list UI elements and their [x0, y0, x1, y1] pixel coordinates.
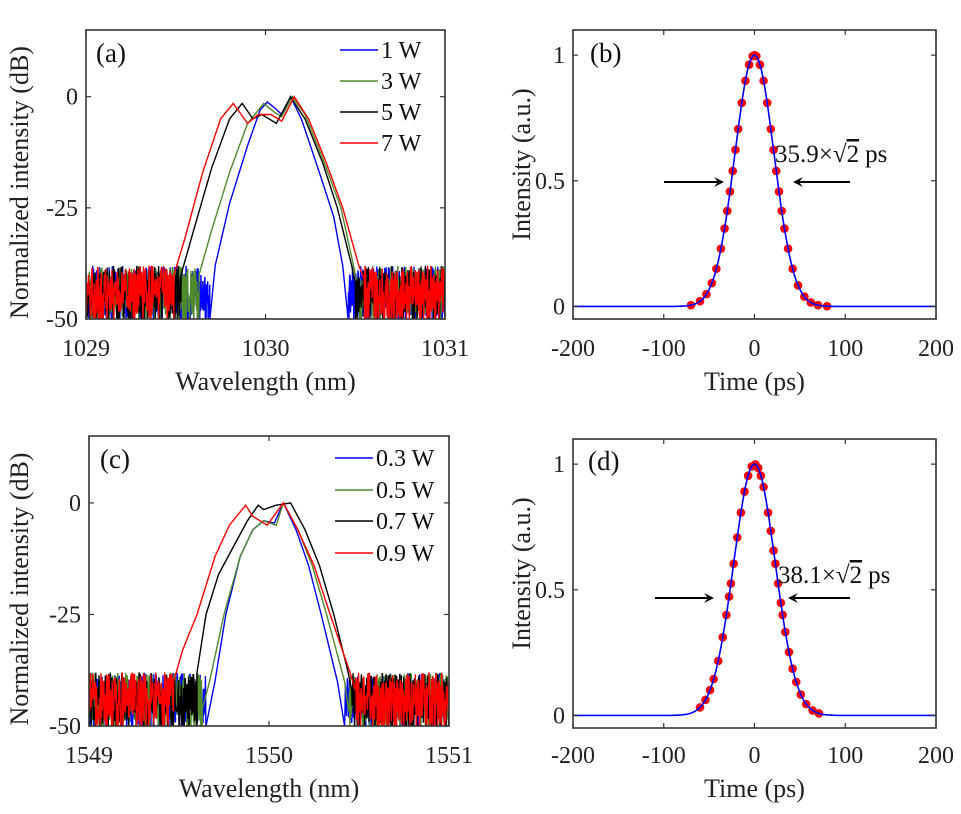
legend-label: 7 W — [381, 131, 422, 157]
legend-label: 0.5 W — [376, 478, 435, 504]
panel-label: (b) — [590, 38, 621, 68]
x-tick-label: -100 — [642, 743, 686, 769]
panel-c: 0.3 W 0.5 W 0.7 W 0.9 W 1549 1550 1551 -50 -25 0 W… — [5, 435, 473, 803]
panel-d: 38.1×√2 ps -200 -100 0 100 200 0 0.5 1 Time (ps) In… — [507, 438, 954, 803]
panel-label: (c) — [100, 444, 130, 474]
x-axis-label: Time (ps) — [704, 774, 805, 803]
x-tick-label: 1029 — [62, 336, 110, 362]
x-tick-label: 200 — [918, 336, 954, 362]
x-tick-label: 1550 — [245, 743, 293, 769]
y-axis-label: Normalized intensity (dB) — [5, 453, 34, 726]
panel-a: 1 W 3 W 5 W 7 W 1029 1030 1031 -50 -25 0 Wavelengt… — [5, 29, 469, 396]
gaussian-fit-line — [573, 463, 936, 717]
fwhm-annotation: 35.9×√2 ps — [775, 141, 887, 168]
x-axis-label: Wavelength (nm) — [179, 774, 360, 803]
y-tick-label: -50 — [46, 307, 78, 333]
y-tick-label: 1 — [553, 452, 565, 478]
y-tick-label: 1 — [553, 43, 565, 69]
plot-area — [573, 50, 936, 311]
x-axis-label: Wavelength (nm) — [175, 367, 356, 396]
y-axis-label: Normalized intensity (dB) — [5, 46, 34, 319]
axes-box — [572, 29, 937, 320]
x-tick-label: 100 — [827, 743, 863, 769]
plot-area — [86, 95, 445, 319]
x-tick-label: 100 — [827, 336, 863, 362]
legend: 1 W 3 W 5 W 7 W — [340, 38, 422, 157]
x-tick-label: 1549 — [65, 743, 113, 769]
x-axis-label: Time (ps) — [704, 367, 805, 396]
legend-label: 0.9 W — [376, 541, 435, 567]
plot-area — [573, 460, 936, 718]
y-tick-label: 0 — [69, 491, 81, 517]
series-line-7w — [86, 95, 445, 319]
fwhm-annotation: 38.1×√2 ps — [778, 562, 890, 589]
y-tick-label: -50 — [49, 714, 81, 740]
panel-label: (a) — [96, 38, 126, 68]
x-tick-label: 1030 — [242, 336, 290, 362]
y-tick-label: 0 — [66, 85, 78, 111]
y-axis-label: Intensity (a.u.) — [507, 88, 536, 240]
legend-label: 3 W — [381, 69, 422, 95]
x-tick-label: 0 — [749, 336, 761, 362]
gaussian-fit-line — [573, 54, 936, 308]
legend-label: 5 W — [381, 100, 422, 126]
y-tick-label: -25 — [49, 602, 81, 628]
y-tick-label: -25 — [46, 196, 78, 222]
series-line-0.9w — [89, 501, 449, 726]
legend: 0.3 W 0.5 W 0.7 W 0.9 W — [335, 446, 435, 567]
x-tick-label: -200 — [551, 743, 595, 769]
plot-area — [89, 501, 449, 726]
x-tick-label: 200 — [918, 743, 954, 769]
panel-label: (d) — [588, 446, 619, 476]
x-tick-label: -100 — [642, 336, 686, 362]
x-tick-label: 0 — [749, 743, 761, 769]
x-tick-label: 1031 — [421, 336, 469, 362]
panel-b: 35.9×√2 ps -200 -100 0 100 200 0 0.5 1 Time (ps) In… — [507, 29, 954, 396]
series-line-0.7w — [89, 502, 449, 726]
x-tick-label: 1551 — [425, 743, 473, 769]
y-axis-label: Intensity (a.u.) — [507, 497, 536, 649]
y-tick-label: 0 — [553, 294, 565, 320]
y-tick-label: 0.5 — [535, 169, 565, 195]
y-tick-label: 0.5 — [535, 578, 565, 604]
y-tick-label: 0 — [553, 703, 565, 729]
legend-label: 0.3 W — [376, 446, 435, 472]
legend-label: 0.7 W — [376, 509, 435, 535]
x-tick-label: -200 — [551, 336, 595, 362]
legend-label: 1 W — [381, 38, 422, 64]
